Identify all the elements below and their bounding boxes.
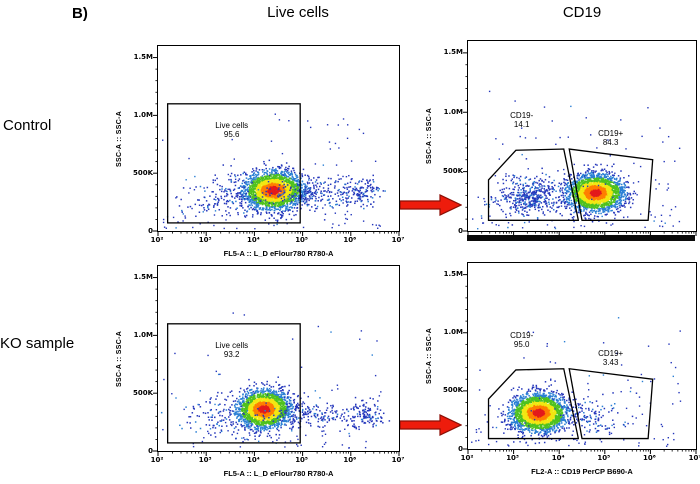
arrow-right-icon [399,414,463,436]
column-header-cd19: CD19 [562,4,602,21]
x-tick-label: 10⁶ [343,236,357,244]
plot-control-cd19: SSC-A :: SSC-A 0 500K 1.0M 1.5M CD19- 14.1 CD1… [422,34,700,259]
gate-label: CD19- [510,331,534,341]
x-tick-label: 10² [150,456,164,464]
cropped-tick-strip [467,235,695,241]
gate-percentage: 3.43 [602,357,619,367]
column-header-live-cells: Live cells [267,4,329,21]
y-tick-label: 500K [442,386,463,395]
scatter-canvas [158,266,399,451]
y-tick-label: 0 [148,226,153,235]
scatter-canvas [468,41,696,231]
scatter-canvas [468,263,696,449]
x-tick-label: 10⁷ [391,456,405,464]
y-axis-label: SSC-A :: SSC-A [116,330,123,387]
plot-control-live: SSC-A :: SSC-A FL5-A :: L_D eFlour780 R7… [112,39,406,259]
x-tick-label: 10⁵ [597,454,611,462]
y-tick-label: 1.0M [443,328,463,337]
y-tick-label: 0 [458,444,463,453]
y-tick-label: 0 [148,446,153,455]
panel-label: B) [72,5,88,22]
x-tick-label: 10⁴ [551,454,565,462]
x-axis-label: FL5-A :: L_D eFlour780 R780-A [223,469,334,478]
gate-percentage: 84.3 [602,137,619,147]
plot-area [153,45,400,236]
y-tick-label: 1.5M [133,273,153,282]
plot-ko-live: SSC-A :: SSC-A FL5-A :: L_D eFlour780 R7… [112,259,406,479]
y-axis-label: SSC-A :: SSC-A [116,110,123,167]
x-axis-label: FL2-A :: CD19 PerCP B690-A [531,467,633,476]
gate-outline [568,148,654,221]
gate-label: CD19+ [598,348,624,358]
gate-percentage: 93.2 [223,349,240,359]
x-tick-label: 10⁵ [295,456,308,464]
axes-gates-overlay [153,277,400,456]
x-tick-label: 10² [150,236,164,244]
y-tick-label: 1.0M [133,110,153,119]
gate-outline [487,148,580,221]
gate-percentage: 95.6 [223,129,240,139]
plot-ko-cd19: SSC-A :: SSC-A FL2-A :: CD19 PerCP B690-… [422,256,700,477]
gate-outline [487,368,580,440]
x-tick-label: 10⁷ [391,236,405,244]
gate-label: CD19+ [598,128,624,138]
gate-outline [166,323,301,444]
x-tick-label: 10⁷ [688,454,700,462]
gate-outline [568,368,654,440]
y-tick-label: 0 [458,226,463,235]
x-tick-label: 10⁶ [343,456,357,464]
y-tick-label: 1.5M [443,270,463,279]
y-tick-label: 1.0M [133,330,153,339]
y-tick-label: 1.0M [443,107,463,116]
x-tick-label: 10⁴ [246,236,260,244]
x-axis-label: FL5-A :: L_D eFlour780 R780-A [223,249,334,258]
plot-area [153,265,400,456]
gate-percentage: 14.1 [513,120,530,129]
scatter-canvas [158,46,399,231]
x-tick-label: 10³ [198,456,212,464]
x-tick-label: 10² [460,454,474,462]
plot-area [463,40,697,236]
axes-gates-overlay [463,274,697,454]
axes-gates-overlay [153,57,400,236]
x-tick-label: 10⁴ [246,456,260,464]
gate-label: Live cells [215,340,249,350]
plot-area [463,262,697,454]
y-tick-label: 1.5M [443,48,463,57]
arrow-right-icon [399,194,463,216]
arrow-control-to-cd19 [399,193,463,217]
y-tick-label: 1.5M [133,53,153,62]
x-tick-label: 10³ [198,236,212,244]
x-tick-label: 10³ [506,454,519,462]
y-tick-label: 500K [442,167,463,176]
gate-outline [166,103,301,224]
row-label-control: Control [3,117,52,134]
row-label-ko-sample: KO sample [0,335,75,352]
gate-label: CD19- [510,111,534,120]
x-tick-label: 10⁵ [295,236,308,244]
gate-label: Live cells [215,120,249,130]
x-tick-label: 10⁶ [642,454,656,462]
y-tick-label: 500K [132,168,153,177]
gate-percentage: 95.0 [513,340,530,350]
y-tick-label: 500K [132,388,153,397]
arrow-ko-to-cd19 [399,413,463,437]
